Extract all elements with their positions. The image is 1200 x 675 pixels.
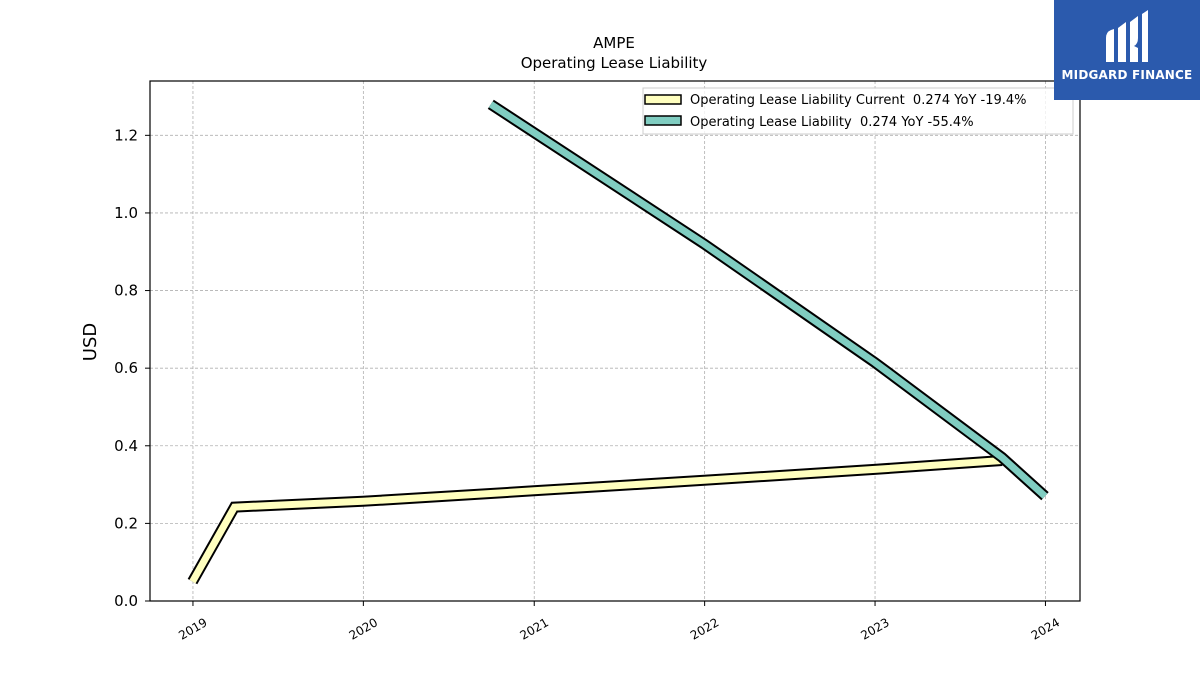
x-tick-label: 2023 xyxy=(858,615,891,642)
plot-frame xyxy=(149,80,1081,602)
series-line xyxy=(187,455,1003,585)
grid xyxy=(150,81,1080,602)
y-tick-label: 0.8 xyxy=(114,282,138,300)
legend-label: Operating Lease Liability Current 0.274 … xyxy=(690,93,1027,108)
series-layer xyxy=(187,99,1049,585)
y-tick-label: 0.6 xyxy=(114,359,138,377)
y-tick-label: 0.0 xyxy=(114,592,138,610)
y-tick-label: 1.0 xyxy=(114,204,138,222)
x-tick-label: 2020 xyxy=(347,615,380,642)
y-axis-label: USD xyxy=(80,323,101,361)
brand-logo: MIDGARD FINANCE xyxy=(1054,0,1200,100)
x-tick-label: 2022 xyxy=(688,615,721,642)
x-tick-label: 2019 xyxy=(176,615,209,642)
y-tick-label: 0.2 xyxy=(114,514,138,532)
series-line-fill xyxy=(189,457,1003,584)
tick-layer: 2019 2020 2021 2022 2023 2024 0.0 0.2 0.4 0.6 0.8 1… xyxy=(114,126,1062,642)
series-line-fill xyxy=(488,101,1048,499)
series-line-outline xyxy=(487,99,1049,501)
y-tick-label: 1.2 xyxy=(114,126,138,144)
legend-box xyxy=(642,87,1074,135)
legend-swatch xyxy=(644,115,682,126)
brand-name: MIDGARD FINANCE xyxy=(1061,68,1193,82)
series-line-outline xyxy=(187,455,1003,585)
y-tick-label: 0.4 xyxy=(114,437,138,455)
legend-label: Operating Lease Liability 0.274 YoY -55.… xyxy=(690,115,974,130)
midgard-logo-icon xyxy=(1106,10,1148,62)
chart-subtitle: Operating Lease Liability xyxy=(521,54,708,72)
x-tick-label: 2021 xyxy=(518,615,551,642)
x-tick-label: 2024 xyxy=(1029,615,1062,642)
series-line xyxy=(487,99,1049,501)
chart-title: AMPE xyxy=(593,34,635,52)
legend: Operating Lease Liability Current 0.274 … xyxy=(642,87,1074,135)
legend-swatch xyxy=(644,94,682,105)
